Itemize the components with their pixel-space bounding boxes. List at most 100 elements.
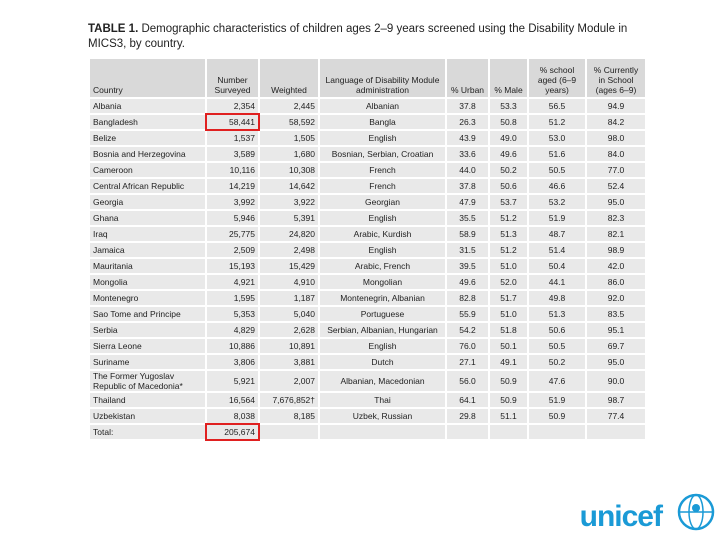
- table-cell: 52.4: [585, 177, 647, 195]
- table-title: TABLE 1. Demographic characteristics of …: [88, 22, 658, 52]
- table-cell: Montenegro: [88, 289, 207, 307]
- table-cell: 51.7: [488, 289, 529, 307]
- table-cell: 50.8: [488, 113, 529, 131]
- table-cell: 8,185: [258, 407, 320, 425]
- table-cell: 35.5: [445, 209, 490, 227]
- table-cell: French: [318, 177, 447, 195]
- table-cell: 50.5: [527, 161, 587, 179]
- table-cell: 50.4: [527, 257, 587, 275]
- table-cell: 98.9: [585, 241, 647, 259]
- table-cell: 8,038: [205, 407, 260, 425]
- column-header: % school aged (6–9 years): [527, 57, 587, 99]
- title-text: Demographic characteristics of children …: [88, 23, 628, 50]
- table-cell: 10,886: [205, 337, 260, 355]
- table-cell: [258, 423, 320, 441]
- table-cell: 84.2: [585, 113, 647, 131]
- table-cell: 4,910: [258, 273, 320, 291]
- column-header: Language of Disability Module administra…: [318, 57, 447, 99]
- table-cell: French: [318, 161, 447, 179]
- table-label: TABLE 1.: [88, 23, 139, 35]
- table-row: Ghana 5,946 5,391 English 35.5 51.2 51.9 82.3: [88, 209, 647, 227]
- table-cell: Serbian, Albanian, Hungarian: [318, 321, 447, 339]
- table-cell: 51.2: [527, 113, 587, 131]
- table-cell: 29.8: [445, 407, 490, 425]
- table-cell: 86.0: [585, 273, 647, 291]
- table-cell: 83.5: [585, 305, 647, 323]
- table-cell: 95.0: [585, 193, 647, 211]
- table-cell: 50.2: [527, 353, 587, 371]
- logo: unicef: [579, 500, 663, 533]
- table-cell: 51.6: [527, 145, 587, 163]
- table-cell: 51.9: [527, 391, 587, 409]
- table-row: Mauritania 15,193 15,429 Arabic, French 39.5…: [88, 257, 647, 275]
- column-header: % Urban: [445, 57, 490, 99]
- table-cell: 50.9: [488, 391, 529, 409]
- table-cell: [585, 423, 647, 441]
- table-cell: 53.2: [527, 193, 587, 211]
- table-cell: 10,116: [205, 161, 260, 179]
- table-cell: 46.6: [527, 177, 587, 195]
- logo-globe: [677, 493, 715, 531]
- table-cell: 94.9: [585, 97, 647, 115]
- table-cell: 37.8: [445, 97, 490, 115]
- table-cell: Total:: [88, 423, 207, 441]
- table-cell: 42.0: [585, 257, 647, 275]
- table-cell: 3,881: [258, 353, 320, 371]
- table-cell: Arabic, French: [318, 257, 447, 275]
- table-row: Serbia 4,829 2,628 Serbian, Albanian, Hunga…: [88, 321, 647, 339]
- table-row: Iraq 25,775 24,820 Arabic, Kurdish 58.9 51.3 4…: [88, 225, 647, 243]
- column-header: Number Surveyed: [205, 57, 260, 99]
- column-header: Weighted: [258, 57, 320, 99]
- table-cell: 82.8: [445, 289, 490, 307]
- table-cell: 98.0: [585, 129, 647, 147]
- table-cell: Bangla: [318, 113, 447, 131]
- table-cell: 84.0: [585, 145, 647, 163]
- table-cell: 15,429: [258, 257, 320, 275]
- table-cell: Georgian: [318, 193, 447, 211]
- table-cell: 39.5: [445, 257, 490, 275]
- table-cell: Arabic, Kurdish: [318, 225, 447, 243]
- table-cell: 14,642: [258, 177, 320, 195]
- table-cell: 31.5: [445, 241, 490, 259]
- table-row: Bangladesh 58,441 58,592 Bangla 26.3 50.8 51.2…: [88, 113, 647, 131]
- table-cell: 77.0: [585, 161, 647, 179]
- table-cell: Ghana: [88, 209, 207, 227]
- table-cell: 76.0: [445, 337, 490, 355]
- table-cell: 1,680: [258, 145, 320, 163]
- table-row: Uzbekistan 8,038 8,185 Uzbek, Russian 29.8 51…: [88, 407, 647, 425]
- table-cell: [445, 423, 490, 441]
- table-cell: 4,829: [205, 321, 260, 339]
- table-cell: 5,040: [258, 305, 320, 323]
- table-cell: Belize: [88, 129, 207, 147]
- table-cell: 3,806: [205, 353, 260, 371]
- table-row: Albania 2,354 2,445 Albanian 37.8 53.3 56.5 94.…: [88, 97, 647, 115]
- table-cell: Albania: [88, 97, 207, 115]
- table-cell: 2,628: [258, 321, 320, 339]
- table-row: Bosnia and Herzegovina 3,589 1,680 Bosnian,…: [88, 145, 647, 163]
- table-cell: 47.6: [527, 369, 587, 393]
- table-cell: 51.8: [488, 321, 529, 339]
- table-cell: Central African Republic: [88, 177, 207, 195]
- table-cell: 49.8: [527, 289, 587, 307]
- table-row: The Former Yugoslav Republic of Macedoni…: [88, 369, 647, 393]
- table-cell: Bangladesh: [88, 113, 207, 131]
- table-cell: The Former Yugoslav Republic of Macedoni…: [88, 369, 207, 393]
- table-cell: 53.0: [527, 129, 587, 147]
- table-cell: 50.1: [488, 337, 529, 355]
- table-row: Sierra Leone 10,886 10,891 English 76.0 50.1 5…: [88, 337, 647, 355]
- table-cell: 5,946: [205, 209, 260, 227]
- table-cell: 14,219: [205, 177, 260, 195]
- table-cell: 55.9: [445, 305, 490, 323]
- table-cell: 49.0: [488, 129, 529, 147]
- table-row: Sao Tome and Principe 5,353 5,040 Portugues…: [88, 305, 647, 323]
- table-cell: 82.3: [585, 209, 647, 227]
- table-cell: Uzbek, Russian: [318, 407, 447, 425]
- table-cell: 49.6: [445, 273, 490, 291]
- table-cell: 50.6: [527, 321, 587, 339]
- table-cell: [488, 423, 529, 441]
- table-cell: 2,498: [258, 241, 320, 259]
- table-cell: 24,820: [258, 225, 320, 243]
- table-cell: 4,921: [205, 273, 260, 291]
- table-cell: 56.0: [445, 369, 490, 393]
- table-cell: 92.0: [585, 289, 647, 307]
